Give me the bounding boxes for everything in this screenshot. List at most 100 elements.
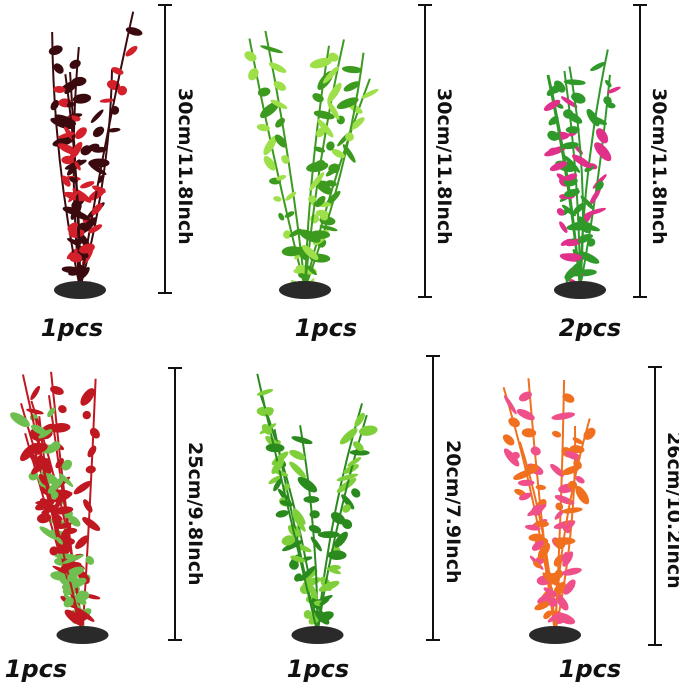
plant-leaf xyxy=(80,388,95,406)
plant-leaf xyxy=(53,85,66,93)
plant-stem xyxy=(316,414,368,634)
plant-leaf xyxy=(535,484,547,491)
plant-leaf xyxy=(562,393,575,403)
plant-leaf xyxy=(564,173,578,182)
plant-leaf xyxy=(534,601,551,611)
plant-leaf xyxy=(550,463,564,477)
plant-leaf xyxy=(595,181,604,191)
plant-leaf xyxy=(334,531,348,548)
plant-leaf xyxy=(563,109,574,119)
plant-leaf xyxy=(312,93,324,103)
plant-leaf xyxy=(336,473,359,482)
plant-leaf xyxy=(594,142,612,162)
plant-leaf xyxy=(260,101,280,119)
plant-leaf xyxy=(547,612,561,623)
plant-leaf xyxy=(278,212,285,221)
plant-leaf xyxy=(341,66,363,74)
plant-leaf xyxy=(508,417,520,428)
quantity-label: 1pcs xyxy=(286,655,350,683)
plant-leaf xyxy=(502,434,515,446)
plant-green-flower xyxy=(256,373,378,644)
plant-leaf xyxy=(572,437,584,445)
plant-leaf xyxy=(342,504,351,513)
plant-leaf xyxy=(74,127,87,139)
plant-leaf xyxy=(75,535,89,549)
plant-leaf xyxy=(565,451,581,461)
plant-leaf xyxy=(274,134,287,148)
plant-leaf xyxy=(530,446,541,456)
size-label: 30cm/11.8Inch xyxy=(433,88,455,245)
plant-leaf xyxy=(91,203,103,215)
plant-leaf xyxy=(328,52,339,62)
plant-leaf xyxy=(69,141,83,160)
plant-base xyxy=(291,626,344,644)
plant-leaf xyxy=(521,428,537,438)
plant-leaf xyxy=(268,475,282,485)
plant-leaf xyxy=(117,85,128,96)
plant-leaf xyxy=(326,567,341,575)
size-label: 30cm/11.8Inch xyxy=(648,88,670,245)
plant-leaf xyxy=(53,63,64,74)
measure-bar xyxy=(426,355,440,641)
plant-leaf xyxy=(318,580,340,592)
plant-leaf xyxy=(543,587,559,597)
plant-leaf xyxy=(256,123,270,132)
plant-leaf xyxy=(297,476,318,493)
plant-leaf xyxy=(572,202,585,215)
measure-bar xyxy=(633,4,647,298)
plant-leaf xyxy=(551,412,576,420)
plant-leaf xyxy=(26,408,44,415)
plant-leaf xyxy=(308,524,322,534)
plant-leaf xyxy=(125,45,138,57)
plant-leaf xyxy=(38,473,48,486)
plant-leaf xyxy=(349,117,365,130)
plant-leaf xyxy=(551,430,562,438)
plant-leaf xyxy=(577,237,588,244)
plant-leaf xyxy=(75,590,87,602)
plant-leaf xyxy=(279,500,294,507)
plant-leaf xyxy=(561,507,583,514)
plant-leaf xyxy=(303,495,320,504)
plant-leaf xyxy=(573,459,582,470)
plant-leaf xyxy=(58,405,67,414)
plant-leaf xyxy=(291,512,306,532)
plant-leaf xyxy=(293,267,305,274)
plant-leaf xyxy=(273,81,287,91)
plant-leaf xyxy=(583,427,596,440)
plant-leaf xyxy=(325,180,337,187)
plant-leaf xyxy=(327,82,342,103)
plant-leaf xyxy=(248,68,259,81)
plant-leaf xyxy=(31,459,47,475)
size-label: 20cm/7.9Inch xyxy=(442,440,464,584)
quantity-label: 2pcs xyxy=(558,314,622,342)
plant-leaf xyxy=(566,223,582,231)
plant-leaf xyxy=(89,164,107,176)
plant-leaf xyxy=(327,101,340,120)
plant-leaf xyxy=(503,448,520,467)
plant-leaf xyxy=(78,222,87,230)
quantity-label: 1pcs xyxy=(294,314,358,342)
quantity-label: 1pcs xyxy=(4,655,68,683)
plant-leaf xyxy=(561,465,581,476)
plant-base xyxy=(529,626,581,644)
plant-leaf xyxy=(111,67,124,75)
plant-leaf xyxy=(265,443,285,453)
plant-leaf xyxy=(289,228,302,238)
plant-leaf xyxy=(62,554,84,564)
plant-leaf xyxy=(563,579,576,595)
measure-bar xyxy=(648,366,662,646)
plant-leaf xyxy=(548,147,557,155)
plant-leaf xyxy=(331,149,345,159)
plant-leaf xyxy=(317,119,334,138)
measure-bar xyxy=(418,4,432,298)
plant-leaf xyxy=(281,535,296,546)
plant-leaf xyxy=(256,388,274,396)
plant-leaf xyxy=(517,479,535,487)
plant-leaf xyxy=(534,520,549,528)
plant-leaf xyxy=(309,172,325,191)
plant-leaf xyxy=(563,155,581,173)
size-label: 25cm/9.8Inch xyxy=(184,442,206,586)
plant-leaf xyxy=(92,146,107,153)
plant-leaf xyxy=(73,481,92,495)
plant-leaf xyxy=(503,395,517,415)
